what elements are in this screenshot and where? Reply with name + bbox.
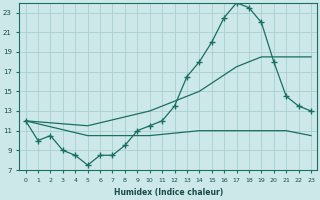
- X-axis label: Humidex (Indice chaleur): Humidex (Indice chaleur): [114, 188, 223, 197]
